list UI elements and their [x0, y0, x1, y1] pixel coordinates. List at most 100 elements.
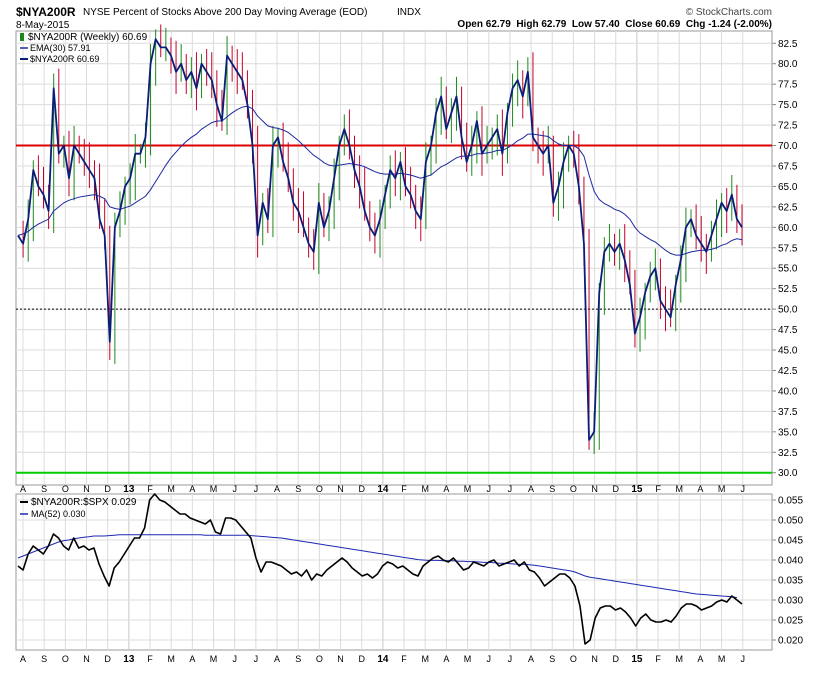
month-label: J	[232, 654, 237, 664]
y-tick-label: 77.5	[778, 80, 798, 91]
y-tick-label: 60.0	[778, 223, 798, 234]
upper-panel	[15, 30, 773, 486]
chart-symbol: $NYA200R	[16, 5, 76, 19]
month-label: S	[41, 654, 47, 664]
month-label: D	[358, 654, 365, 664]
chart-date: 8-May-2015	[16, 20, 70, 31]
month-label: A	[697, 654, 703, 664]
y-tick-label: 50.0	[778, 305, 798, 316]
month-label: A	[697, 484, 703, 494]
y-tick-label: 70.0	[778, 141, 798, 152]
legend-ratio: $NYA200R:$SPX 0.029	[31, 497, 137, 508]
month-label: 14	[377, 654, 389, 665]
y-tick-label: 0.025	[778, 616, 803, 627]
month-label: M	[676, 654, 684, 664]
month-label: M	[718, 654, 726, 664]
month-label: F	[147, 654, 153, 664]
price-line	[17, 38, 743, 441]
month-label: O	[62, 654, 69, 664]
legend-ema: EMA(30) 57.91	[30, 43, 91, 53]
y-tick-label: 37.5	[778, 407, 798, 418]
y-tick-label: 62.5	[778, 202, 798, 213]
month-label: 13	[123, 654, 135, 665]
ohlc-readout: Open 62.79 High 62.79 Low 57.40 Close 60…	[457, 19, 772, 30]
y-tick-label: 40.0	[778, 386, 798, 397]
month-label: J	[508, 484, 513, 494]
month-label: J	[232, 484, 237, 494]
month-label: M	[167, 654, 175, 664]
month-label: 15	[631, 654, 643, 665]
month-label: D	[612, 484, 619, 494]
month-label: M	[421, 484, 429, 494]
month-label: D	[612, 654, 619, 664]
month-label: S	[295, 484, 301, 494]
month-label: M	[676, 484, 684, 494]
legend-close: $NYA200R 60.69	[30, 54, 99, 64]
month-label: O	[62, 484, 69, 494]
month-label: S	[41, 484, 47, 494]
month-label: A	[274, 484, 280, 494]
upper-legend: $NYA200R (Weekly) 60.69 EMA(30) 57.91 $N…	[20, 32, 148, 64]
month-label: N	[337, 654, 344, 664]
month-label: A	[189, 654, 195, 664]
month-label: D	[104, 654, 111, 664]
month-label: D	[358, 484, 365, 494]
y-tick-label: 30.0	[778, 468, 798, 479]
lower-legend: $NYA200R:$SPX 0.029 MA(52) 0.030	[20, 497, 137, 519]
month-label: M	[210, 484, 218, 494]
month-label: S	[549, 654, 555, 664]
month-label: F	[147, 484, 153, 494]
month-label: M	[210, 654, 218, 664]
month-label: O	[316, 484, 323, 494]
month-label: N	[591, 654, 598, 664]
month-label: 13	[123, 484, 135, 495]
month-label: O	[570, 484, 577, 494]
month-label: F	[401, 484, 407, 494]
y-tick-label: 0.045	[778, 536, 803, 547]
y-tick-label: 0.020	[778, 636, 803, 647]
y-tick-label: 82.5	[778, 39, 798, 50]
ma-52-line	[17, 534, 738, 599]
month-label: O	[316, 654, 323, 664]
month-label: A	[189, 484, 195, 494]
month-label: J	[508, 654, 513, 664]
chart-description: NYSE Percent of Stocks Above 200 Day Mov…	[83, 7, 367, 18]
y-tick-label: 0.050	[778, 516, 803, 527]
y-tick-label: 65.0	[778, 182, 798, 193]
month-label: A	[20, 484, 26, 494]
y-tick-label: 80.0	[778, 59, 798, 70]
month-label: D	[104, 484, 111, 494]
month-label: M	[167, 484, 175, 494]
month-label: J	[741, 654, 746, 664]
month-label: A	[528, 484, 534, 494]
y-tick-label: 0.030	[778, 596, 803, 607]
month-label: S	[295, 654, 301, 664]
month-label: O	[570, 654, 577, 664]
month-label: F	[401, 654, 407, 664]
month-label: J	[486, 484, 491, 494]
month-label: N	[83, 654, 90, 664]
month-label: M	[421, 654, 429, 664]
month-label: A	[443, 654, 449, 664]
y-tick-label: 45.0	[778, 346, 798, 357]
y-tick-label: 0.055	[778, 496, 803, 507]
month-label: 14	[377, 484, 389, 495]
chart-exchange: INDX	[397, 7, 421, 18]
month-label: N	[337, 484, 344, 494]
month-label: J	[254, 484, 259, 494]
month-label: J	[486, 654, 491, 664]
month-label: M	[464, 484, 472, 494]
y-tick-label: 0.035	[778, 576, 803, 587]
copyright: © StockCharts.com	[686, 7, 772, 18]
y-tick-label: 55.0	[778, 264, 798, 275]
month-label: A	[443, 484, 449, 494]
month-label: M	[718, 484, 726, 494]
y-tick-label: 52.5	[778, 284, 798, 295]
month-label: F	[655, 654, 661, 664]
y-tick-label: 35.0	[778, 427, 798, 438]
y-tick-label: 67.5	[778, 161, 798, 172]
month-label: 15	[631, 484, 643, 495]
y-tick-label: 47.5	[778, 325, 798, 336]
legend-ma: MA(52) 0.030	[31, 509, 86, 519]
